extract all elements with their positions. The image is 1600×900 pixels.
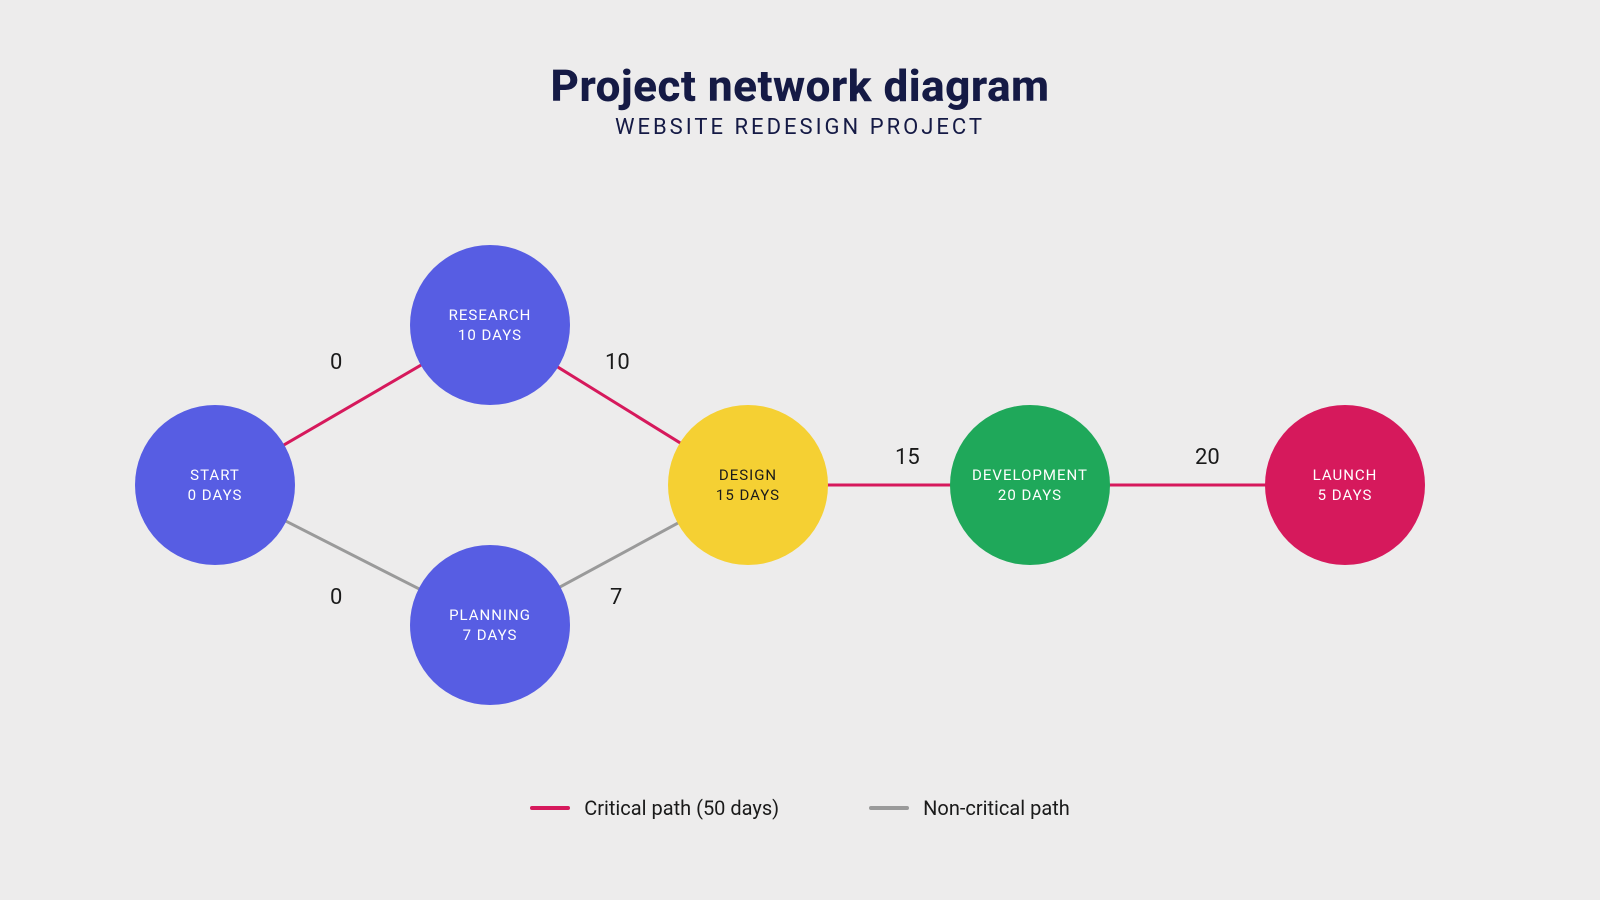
edge-label-research-design: 10 (605, 350, 630, 375)
node-days: 0 DAYS (188, 485, 243, 505)
legend: Critical path (50 days) Non-critical pat… (0, 796, 1600, 820)
edge-label-planning-design: 7 (610, 585, 622, 610)
edge-label-start-planning: 0 (330, 585, 342, 610)
node-research: RESEARCH10 DAYS (410, 245, 570, 405)
edge-label-start-research: 0 (330, 350, 342, 375)
node-launch: LAUNCH5 DAYS (1265, 405, 1425, 565)
edge-start-planning (286, 521, 418, 588)
node-label: DESIGN (719, 465, 777, 485)
legend-swatch-noncritical (869, 806, 909, 810)
edge-planning-design (560, 523, 677, 587)
node-label: LAUNCH (1313, 465, 1378, 485)
legend-swatch-critical (530, 806, 570, 810)
node-days: 7 DAYS (463, 625, 518, 645)
node-days: 5 DAYS (1318, 485, 1373, 505)
edge-label-development-launch: 20 (1195, 445, 1220, 470)
legend-label-critical: Critical path (50 days) (584, 796, 779, 820)
node-label: RESEARCH (449, 305, 532, 325)
node-start: START0 DAYS (135, 405, 295, 565)
node-days: 10 DAYS (458, 325, 522, 345)
node-design: DESIGN15 DAYS (668, 405, 828, 565)
node-development: DEVELOPMENT20 DAYS (950, 405, 1110, 565)
node-days: 15 DAYS (716, 485, 780, 505)
node-label: PLANNING (449, 605, 531, 625)
legend-label-noncritical: Non-critical path (923, 796, 1070, 820)
node-label: START (190, 465, 240, 485)
edge-research-design (558, 367, 680, 443)
legend-item-noncritical: Non-critical path (869, 796, 1070, 820)
node-planning: PLANNING7 DAYS (410, 545, 570, 705)
edge-start-research (284, 365, 421, 445)
diagram-canvas: Project network diagram WEBSITE REDESIGN… (0, 0, 1600, 900)
edge-label-design-development: 15 (895, 445, 920, 470)
node-days: 20 DAYS (998, 485, 1062, 505)
node-label: DEVELOPMENT (972, 465, 1088, 485)
legend-item-critical: Critical path (50 days) (530, 796, 779, 820)
